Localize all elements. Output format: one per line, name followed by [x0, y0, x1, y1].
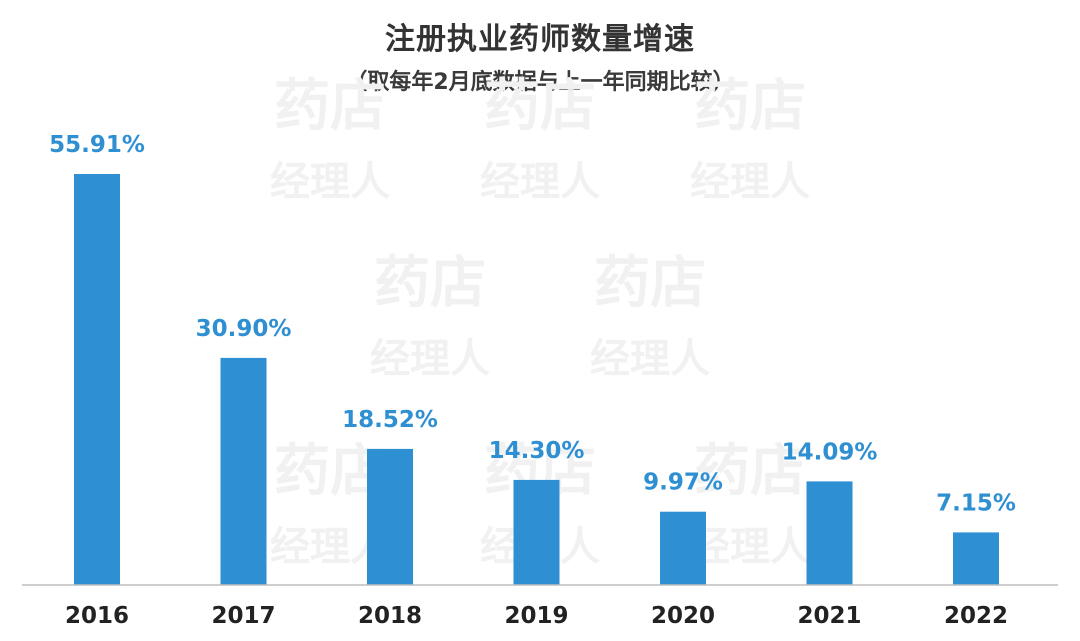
watermark-line2: 经理人: [690, 524, 810, 570]
watermark-line2: 经理人: [270, 159, 390, 205]
value-label-2020: 9.97%: [643, 470, 723, 496]
bar-2016: [74, 174, 120, 585]
x-tick-labels-group: 2016 2017 2018 2019 2020 2021 2022: [65, 603, 1008, 629]
watermark-line1: 药店: [694, 74, 806, 139]
x-tick-label-2016: 2016: [65, 603, 129, 629]
watermark-line2: 经理人: [370, 336, 490, 382]
x-tick-label-2017: 2017: [211, 603, 275, 629]
watermark-line1: 药店: [374, 251, 486, 316]
value-label-2018: 18.52%: [342, 407, 438, 433]
watermark-line1: 药店: [274, 74, 386, 139]
bar-2021: [806, 481, 853, 585]
chart-subtitle: （取每年2月底数据与上一年同期比较）: [345, 70, 735, 95]
value-label-2022: 7.15%: [936, 490, 1016, 516]
value-label-2017: 30.90%: [196, 316, 292, 342]
value-label-2019: 14.30%: [489, 438, 585, 464]
x-tick-label-2019: 2019: [504, 603, 568, 629]
bar-2018: [367, 448, 413, 585]
x-tick-label-2022: 2022: [944, 603, 1008, 629]
bar-2017: [220, 357, 267, 585]
watermark-line1: 药店: [594, 251, 706, 316]
value-label-2021: 14.09%: [782, 439, 878, 465]
watermark-line1: 药店: [484, 74, 596, 139]
watermark-line2: 经理人: [590, 336, 710, 382]
value-labels-group: 55.91% 30.90% 18.52% 14.30% 9.97% 14.09% 7.15%: [49, 132, 1016, 516]
chart-title: 注册执业药师数量增速: [385, 22, 695, 57]
bar-2022: [953, 532, 999, 585]
x-tick-label-2020: 2020: [651, 603, 715, 629]
x-tick-label-2018: 2018: [358, 603, 422, 629]
watermark-line2: 经理人: [690, 159, 810, 205]
bar-2020: [660, 511, 706, 585]
watermark-line1: 药店: [694, 439, 806, 504]
value-label-2016: 55.91%: [49, 132, 145, 158]
bars-group: [74, 174, 999, 585]
bar-2019: [513, 479, 560, 585]
x-tick-label-2021: 2021: [797, 603, 861, 629]
watermark-line2: 经理人: [480, 159, 600, 205]
